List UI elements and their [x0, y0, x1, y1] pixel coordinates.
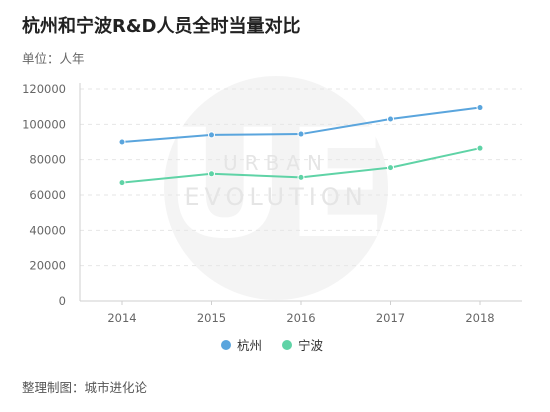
data-point [208, 170, 215, 178]
x-axis-ticks: 2014 2015 2016 2017 2018 [107, 301, 495, 325]
y-tick-label: 80000 [29, 153, 66, 167]
source-note: 整理制图：城市进化论 [22, 380, 148, 395]
y-axis-ticks: 0 20000 40000 60000 80000 100000 120000 [22, 82, 66, 308]
series-group [118, 104, 484, 187]
x-tick-label: 2017 [376, 311, 405, 325]
data-point [297, 173, 305, 181]
data-point [387, 115, 394, 123]
x-tick-label: 2015 [197, 311, 226, 325]
x-tick-label: 2018 [465, 311, 494, 325]
x-tick-label: 2016 [286, 311, 315, 325]
chart-title: 杭州和宁波R&D人员全时当量对比 [22, 16, 301, 37]
y-tick-label: 40000 [29, 223, 66, 237]
watermark-brand: UE [164, 98, 388, 272]
data-point [208, 131, 215, 139]
data-point [476, 144, 484, 152]
legend-marker [221, 340, 231, 350]
y-tick-label: 60000 [29, 188, 66, 202]
legend: 杭州 宁波 [221, 338, 324, 353]
watermark-text-top: URBAN [223, 151, 329, 175]
y-tick-label: 120000 [22, 82, 66, 96]
y-tick-label: 0 [59, 294, 66, 308]
data-point [387, 164, 394, 172]
legend-marker [282, 340, 292, 350]
watermark-circle [164, 76, 388, 300]
y-tick-label: 20000 [29, 259, 66, 273]
watermark-logo: UE URBAN EVOLUTION [164, 76, 388, 300]
data-point [118, 138, 126, 146]
data-point [297, 130, 305, 138]
data-point [476, 104, 484, 112]
data-point [118, 179, 126, 187]
unit-label: 单位：人年 [22, 51, 85, 66]
x-tick-label: 2014 [107, 311, 136, 325]
legend-label: 宁波 [298, 338, 324, 353]
legend-label: 杭州 [237, 338, 262, 353]
watermark-text-bottom: EVOLUTION [184, 183, 367, 211]
y-tick-label: 100000 [22, 117, 66, 131]
